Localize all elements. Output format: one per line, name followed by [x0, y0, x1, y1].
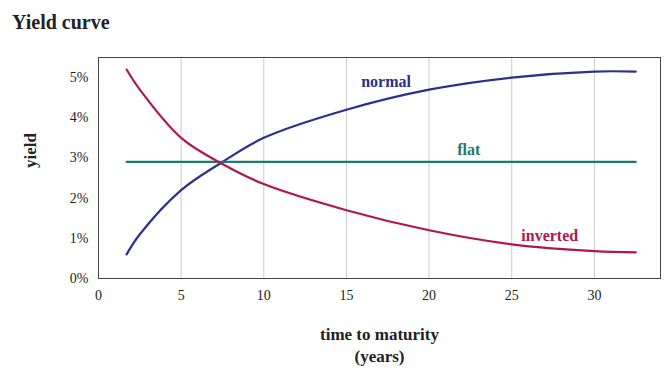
- svg-text:time to maturity(years): time to maturity(years): [320, 325, 439, 366]
- svg-text:15: 15: [339, 288, 353, 303]
- svg-text:30: 30: [587, 288, 601, 303]
- svg-text:5: 5: [178, 288, 185, 303]
- svg-text:5%: 5%: [70, 70, 89, 85]
- svg-text:25: 25: [505, 288, 519, 303]
- svg-text:4%: 4%: [70, 110, 89, 125]
- svg-text:flat: flat: [457, 141, 481, 158]
- svg-text:inverted: inverted: [521, 227, 578, 244]
- svg-text:2%: 2%: [70, 191, 89, 206]
- svg-text:3%: 3%: [70, 150, 89, 165]
- html-text:Yield curve: Yield curve: [12, 11, 110, 33]
- svg-text:20: 20: [422, 288, 436, 303]
- svg-text:normal: normal: [361, 73, 411, 90]
- svg-text:0: 0: [95, 288, 102, 303]
- svg-text:10: 10: [257, 288, 271, 303]
- svg-text:0%: 0%: [70, 271, 89, 286]
- svg-text:yield: yield: [21, 133, 40, 168]
- svg-text:1%: 1%: [70, 231, 89, 246]
